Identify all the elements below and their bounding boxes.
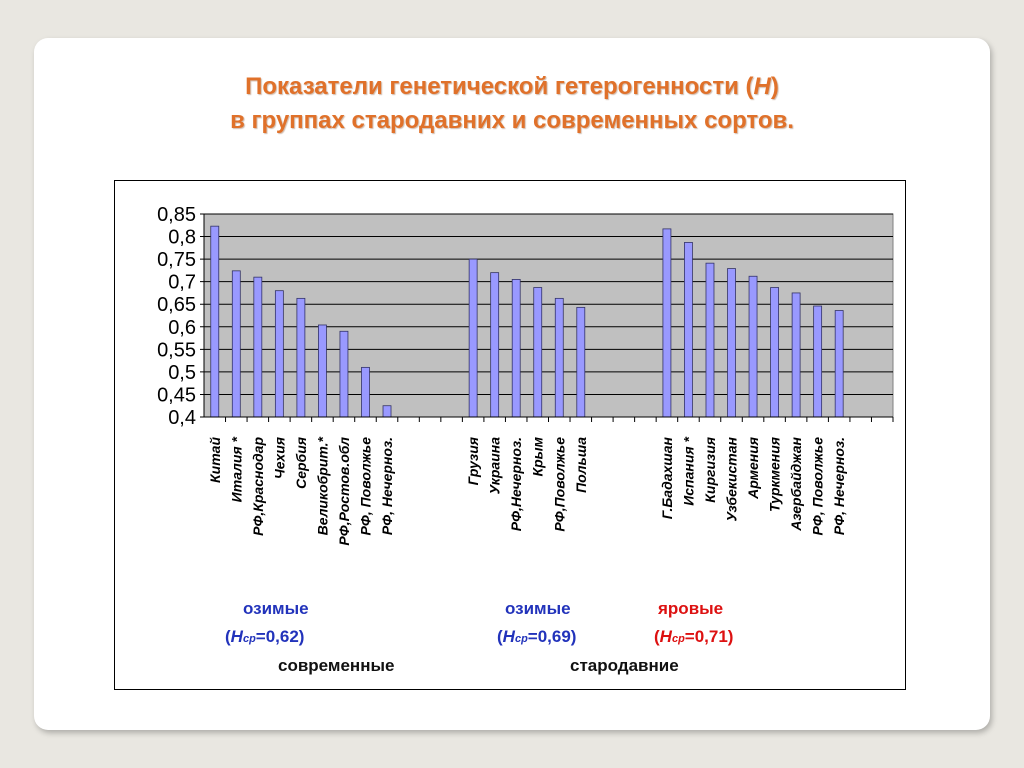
y-tick-label: 0,4 (168, 407, 196, 429)
bar (770, 287, 779, 418)
bar (662, 228, 672, 418)
bar (684, 242, 693, 418)
x-tick-label: Крым (530, 436, 546, 476)
bar (511, 279, 521, 418)
x-tick-label: РФ,Нечерноз. (508, 437, 524, 531)
category-modern: современные (278, 656, 395, 675)
x-tick-label: Испания * (680, 436, 696, 505)
group-hmean-spring-ancient: (Нср=0,71) (654, 627, 733, 647)
bar (468, 258, 478, 418)
y-tick-label: 0,8 (168, 227, 196, 249)
x-tick-label: РФ, Нечерноз. (831, 437, 847, 535)
category-ancient: стародавние (570, 656, 679, 675)
bar (554, 297, 564, 418)
bar (834, 310, 844, 418)
y-tick-label: 0,65 (157, 294, 196, 316)
group-label-spring-ancient: яровые (658, 599, 724, 618)
title-line-1: Показатели генетической гетерогенности (… (0, 70, 1024, 104)
y-tick-label: 0,6 (168, 317, 196, 339)
x-tick-label: Украина (487, 437, 503, 495)
x-tick-label: Г.Бадахшан (659, 436, 675, 519)
h-subscript: ср (514, 633, 528, 645)
page-title: Показатели генетической гетерогенности (… (0, 70, 1024, 138)
bar (748, 275, 758, 418)
h-subscript: ср (242, 633, 256, 645)
bar (727, 268, 736, 418)
title-line-2: в группах стародавних и современных сорт… (230, 107, 794, 134)
x-tick-label: Туркмения (767, 437, 783, 512)
bar (210, 225, 220, 418)
y-tick-label: 0,85 (157, 204, 196, 226)
x-tick-label: РФ, Поволжье (357, 437, 373, 536)
y-tick-label: 0,7 (168, 272, 196, 294)
x-tick-label: Киргизия (702, 437, 718, 503)
bar (791, 292, 801, 418)
h-value: =0,71) (684, 627, 734, 646)
h-symbol: Н (659, 627, 672, 646)
y-tick-label: 0,45 (157, 384, 196, 406)
h-value: =0,69) (527, 627, 577, 646)
y-tick-label: 0,75 (157, 249, 196, 271)
x-tick-label: Грузия (465, 437, 481, 485)
bar (274, 290, 284, 418)
bar (253, 276, 263, 418)
group-label-winter-modern: озимые (243, 599, 309, 618)
bar (382, 405, 392, 418)
h-symbol: Н (230, 627, 243, 646)
bar-chart: 0,850,80,750,70,650,60,550,50,450,4 Китай… (157, 204, 894, 546)
x-tick-label: Сербия (293, 437, 309, 489)
x-tick-label: Азербайджан (788, 436, 804, 531)
y-tick-label: 0,5 (168, 362, 196, 384)
x-tick-label: Узбекистан (724, 436, 740, 521)
x-tick-label: РФ,Поволжье (551, 437, 567, 532)
title-close-paren: ) (770, 73, 779, 100)
group-label-winter-ancient: озимые (505, 599, 571, 618)
chart-frame: 0,85 0,8 0,75 0,7 0,65 0,6 0,55 0,5 0,45 0,4 Китай… (114, 180, 906, 690)
group-hmean-winter-ancient: (Нср=0,69) (497, 627, 576, 647)
bar (296, 297, 306, 418)
y-tick-label: 0,55 (157, 339, 196, 361)
x-tick-label: Великобрит.* (314, 436, 330, 535)
plot-area (203, 213, 894, 418)
x-tick-label: Чехия (271, 437, 287, 479)
x-tick-label: Польша (573, 437, 589, 493)
h-value: =0,62) (255, 627, 305, 646)
bar (490, 272, 500, 418)
x-tick-label: РФ, Нечерноз. (379, 437, 395, 535)
paren: ( (225, 627, 231, 646)
bar (576, 306, 586, 418)
bar (705, 262, 715, 418)
bar (813, 305, 823, 418)
group-hmean-winter-modern: (Нср=0,62) (225, 627, 304, 647)
x-tick-label: Армения (745, 437, 761, 500)
paren: ( (497, 627, 503, 646)
bar (339, 330, 349, 418)
x-tick-label: РФ,Краснодар (250, 437, 266, 536)
bar (361, 366, 370, 418)
title-h-symbol: Н (753, 73, 771, 100)
bar (533, 287, 543, 418)
x-tick-label: Италия * (228, 436, 244, 502)
x-tick-label: РФ, Поволжье (810, 437, 826, 536)
x-tick-label: Китай (207, 437, 223, 483)
title-text: Показатели генетической гетерогенности ( (245, 73, 754, 100)
bar (231, 270, 241, 418)
bar (318, 324, 327, 418)
h-symbol: Н (502, 627, 515, 646)
x-tick-label: РФ,Ростов.обл (336, 437, 352, 546)
paren: ( (654, 627, 660, 646)
h-subscript: ср (671, 633, 685, 645)
